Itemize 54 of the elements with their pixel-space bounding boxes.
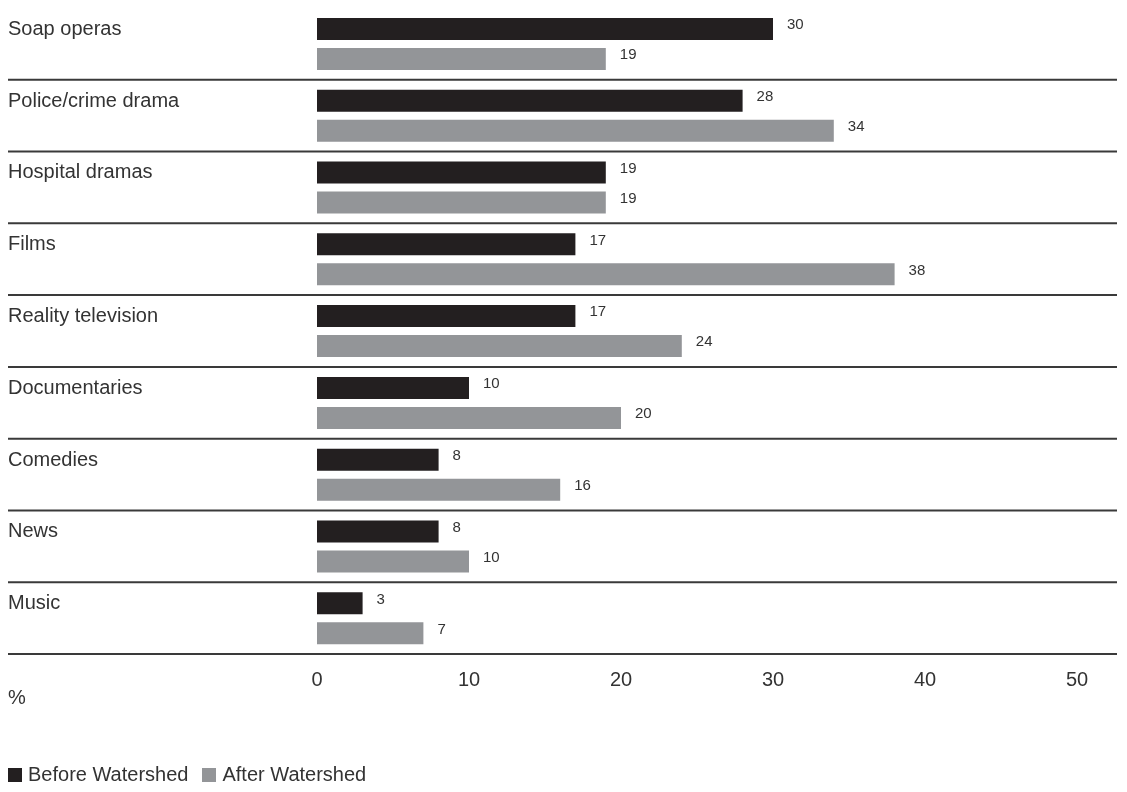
bar (317, 520, 439, 543)
y-tick-label: Films (8, 232, 56, 255)
x-tick-label: 30 (761, 668, 785, 691)
data-label: 10 (483, 547, 500, 565)
bar (317, 406, 621, 429)
bar (317, 119, 834, 142)
bar (317, 48, 606, 70)
data-label: 16 (574, 475, 591, 493)
bar (317, 478, 561, 501)
x-tick-label: 20 (609, 668, 633, 691)
bar (317, 622, 424, 645)
bar (317, 233, 576, 256)
y-tick-label: News (8, 519, 59, 542)
x-axis-title: % (8, 686, 26, 708)
bar (317, 550, 469, 573)
data-label: 10 (483, 374, 500, 392)
bar (317, 18, 773, 40)
y-tick-label: Police/crime drama (8, 88, 181, 111)
data-label: 8 (452, 445, 461, 463)
data-label: 8 (452, 517, 461, 535)
data-label: 20 (635, 404, 652, 422)
x-tick-label: 0 (311, 668, 323, 691)
y-tick-label: Music (8, 591, 61, 614)
bar (317, 263, 895, 286)
y-tick-label: Soap operas (8, 16, 122, 39)
y-tick-label: Documentaries (8, 375, 143, 398)
bar (317, 335, 682, 358)
x-tick-label: 10 (457, 668, 481, 691)
data-label: 30 (787, 15, 804, 33)
legend-label: Before Watershed (28, 763, 189, 786)
data-label: 19 (619, 188, 637, 206)
data-label: 34 (847, 117, 865, 135)
data-label: 17 (589, 230, 607, 248)
x-tick-label: 50 (1065, 668, 1089, 691)
y-tick-label: Reality television (8, 304, 159, 326)
bar (317, 191, 606, 214)
data-label: 19 (619, 45, 637, 63)
data-label: 38 (908, 260, 926, 278)
bar (317, 592, 363, 615)
y-tick-label: Comedies (8, 447, 99, 470)
bar (317, 448, 439, 471)
bar (317, 376, 469, 399)
bar (317, 305, 576, 328)
data-label: 17 (589, 302, 607, 320)
bar (317, 161, 606, 184)
legend-label: After Watershed (222, 763, 367, 786)
data-label: 24 (695, 332, 713, 350)
data-label: 28 (756, 87, 774, 105)
x-tick-label: 40 (913, 668, 937, 691)
bar (317, 89, 743, 112)
data-label: 3 (376, 589, 385, 607)
data-label: 19 (619, 158, 637, 176)
data-label: 7 (437, 619, 446, 637)
y-tick-label: Hospital dramas (8, 160, 153, 183)
